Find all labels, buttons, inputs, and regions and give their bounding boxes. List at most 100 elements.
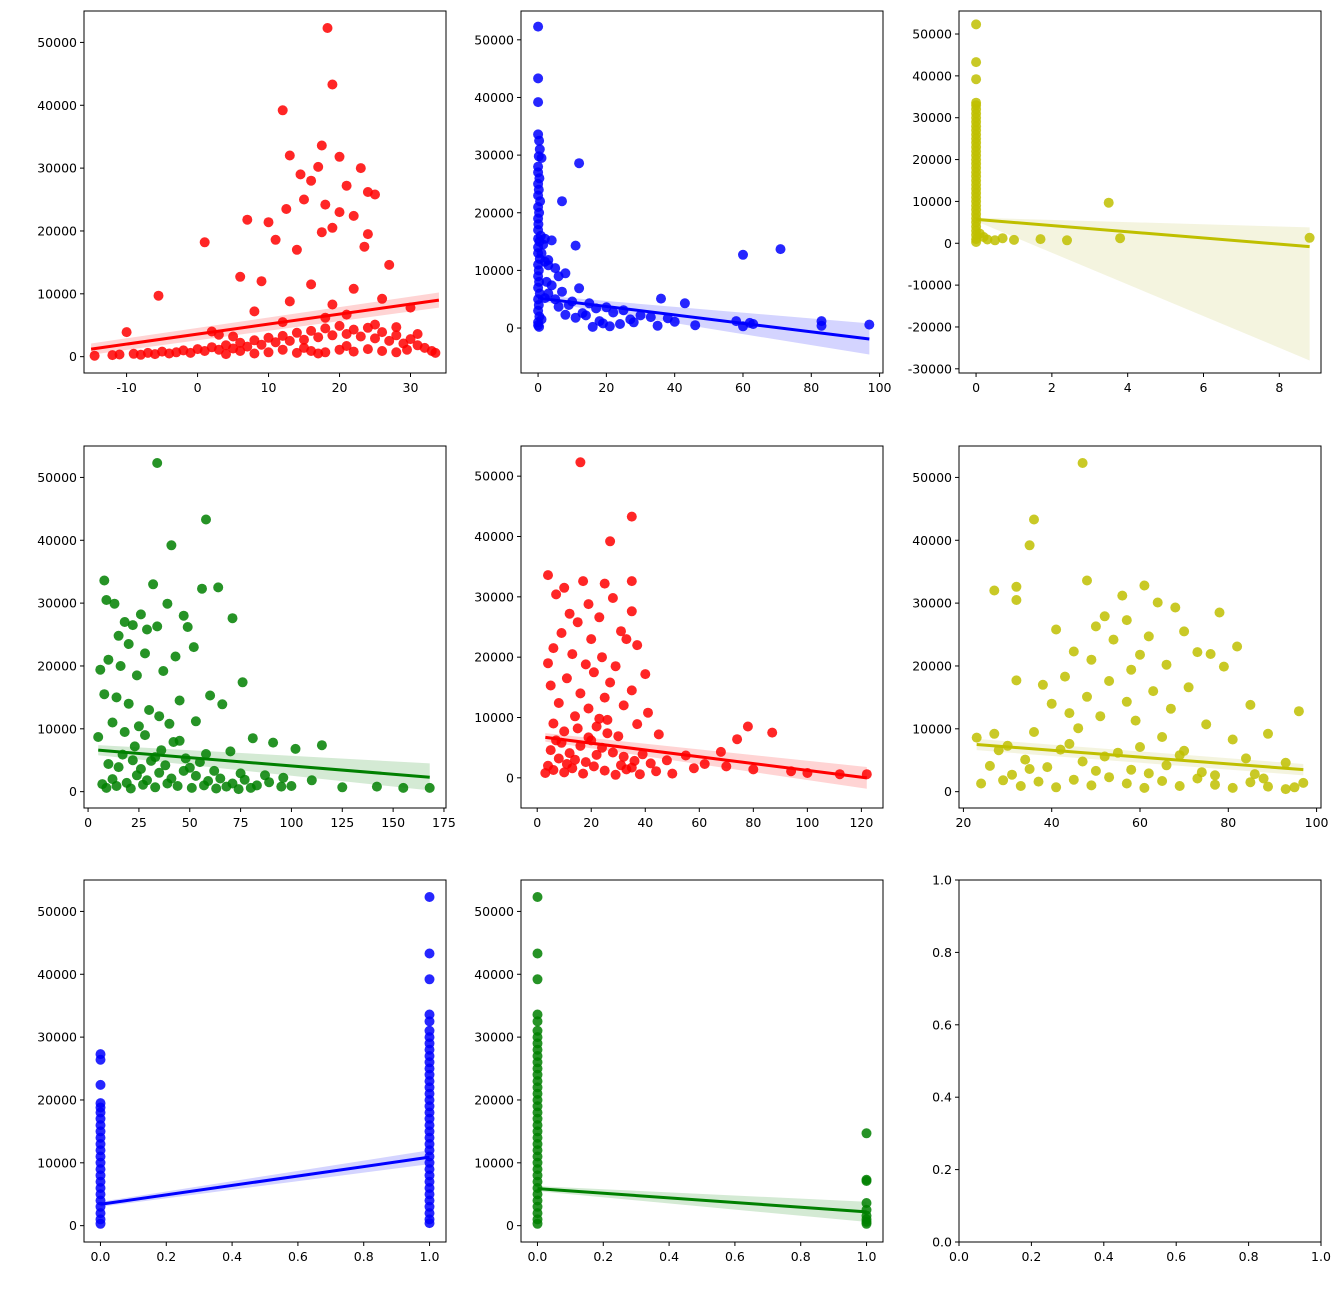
- data-point: [1130, 715, 1141, 726]
- data-point: [370, 333, 380, 344]
- x-tick-label: 0.0: [528, 1249, 548, 1264]
- x-tick-label: 0.0: [91, 1249, 111, 1264]
- data-point: [299, 334, 309, 345]
- data-point: [572, 617, 583, 628]
- data-point: [557, 196, 567, 207]
- data-point: [652, 320, 663, 331]
- data-point: [299, 342, 309, 353]
- data-point: [538, 239, 549, 250]
- y-tick-label: 30000: [37, 161, 77, 176]
- data-point: [1293, 706, 1304, 717]
- data-point: [1108, 634, 1119, 645]
- data-point: [651, 766, 662, 777]
- data-point: [291, 347, 302, 358]
- data-point: [101, 595, 112, 605]
- axes-frame: [83, 879, 447, 1243]
- data-point: [1183, 682, 1194, 693]
- data-point: [536, 153, 547, 163]
- data-point: [391, 347, 402, 358]
- y-tick-label: 20000: [474, 650, 514, 665]
- x-tick-label: 150: [381, 815, 405, 830]
- y-tick-label: 30000: [912, 596, 952, 611]
- y-tick-label: 0: [69, 1218, 77, 1233]
- y-tick-label: 40000: [912, 68, 952, 83]
- data-point: [362, 322, 373, 333]
- data-point: [1104, 676, 1115, 686]
- data-point: [534, 135, 545, 146]
- data-point: [578, 576, 589, 587]
- data-point: [1121, 615, 1132, 626]
- data-point: [1143, 768, 1154, 779]
- data-point: [583, 732, 594, 743]
- data-point: [1029, 514, 1039, 525]
- data-point: [146, 755, 157, 766]
- data-point: [402, 344, 412, 355]
- data-point: [89, 350, 100, 361]
- data-point: [1099, 611, 1110, 622]
- data-point: [532, 892, 543, 902]
- data-point: [618, 751, 629, 762]
- x-tick-label: 20: [955, 815, 971, 830]
- data-point: [1115, 233, 1126, 244]
- data-point: [1077, 458, 1088, 468]
- y-tick-label: 20000: [37, 658, 77, 673]
- data-point: [1117, 590, 1128, 601]
- axes-frame: [520, 10, 884, 374]
- data-point: [249, 306, 260, 317]
- data-point: [556, 628, 567, 638]
- data-point: [607, 593, 618, 603]
- data-point: [616, 626, 626, 637]
- x-tick-label: 4: [1124, 380, 1132, 395]
- data-point: [320, 323, 331, 334]
- axes-frame: [958, 10, 1322, 374]
- data-point: [424, 974, 435, 985]
- data-point: [355, 163, 366, 174]
- x-tick-label: 100: [1305, 815, 1329, 830]
- data-point: [1196, 767, 1207, 778]
- data-point: [398, 782, 409, 793]
- data-point: [1068, 646, 1079, 657]
- data-point: [1227, 734, 1238, 745]
- y-tick-label: 40000: [474, 967, 514, 982]
- y-tick-label: 50000: [37, 470, 77, 485]
- data-point: [1298, 777, 1309, 788]
- data-point: [1218, 661, 1229, 672]
- data-point: [532, 1016, 543, 1027]
- x-tick-label: 6: [1200, 380, 1208, 395]
- data-point: [186, 782, 197, 793]
- data-point: [377, 346, 388, 356]
- data-point: [370, 189, 380, 200]
- x-tick-label: 0.4: [1094, 1249, 1114, 1264]
- data-point: [284, 150, 295, 161]
- data-point: [1161, 760, 1172, 771]
- data-point: [643, 707, 653, 718]
- y-tick-label: 40000: [37, 967, 77, 982]
- y-tick-label: 50000: [37, 904, 77, 919]
- data-point: [1263, 781, 1273, 792]
- data-point: [1143, 631, 1154, 642]
- data-point: [1051, 782, 1062, 793]
- data-point: [138, 779, 148, 790]
- data-point: [168, 737, 179, 747]
- data-point: [334, 207, 345, 218]
- data-point: [1174, 781, 1185, 791]
- x-tick-label: 1.0: [420, 1249, 440, 1264]
- data-point: [997, 233, 1008, 244]
- data-point: [1037, 679, 1048, 690]
- data-point: [348, 346, 359, 357]
- data-point: [989, 585, 1000, 596]
- data-point: [160, 760, 171, 771]
- data-point: [989, 728, 1000, 739]
- data-point: [560, 268, 571, 279]
- y-tick-label: 0.0: [932, 1235, 952, 1250]
- data-point: [209, 765, 220, 776]
- y-tick-label: 0: [944, 784, 952, 799]
- data-point: [199, 237, 210, 248]
- data-point: [1095, 711, 1106, 722]
- data-point: [140, 648, 150, 659]
- data-point: [334, 151, 345, 162]
- data-point: [256, 339, 267, 350]
- data-point: [557, 286, 567, 297]
- data-point: [121, 327, 132, 338]
- data-point: [645, 312, 656, 323]
